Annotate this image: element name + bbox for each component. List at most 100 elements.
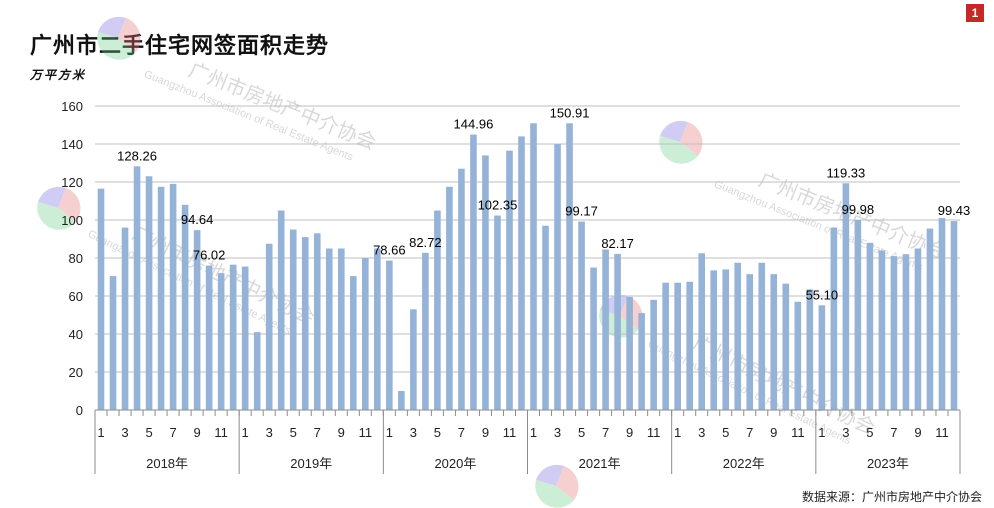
bar xyxy=(866,242,874,410)
x-year-label: 2021年 xyxy=(579,456,621,471)
x-month-label: 11 xyxy=(647,425,661,440)
data-label: 78.66 xyxy=(373,243,406,258)
x-month-label: 1 xyxy=(386,425,393,440)
data-label: 99.17 xyxy=(565,204,598,219)
data-label: 99.43 xyxy=(938,203,971,218)
bar xyxy=(145,176,153,410)
x-month-label: 9 xyxy=(338,425,345,440)
x-month-label: 9 xyxy=(194,425,201,440)
x-month-label: 1 xyxy=(97,425,104,440)
bar xyxy=(193,230,201,410)
bar xyxy=(566,123,573,411)
y-tick-label: 0 xyxy=(76,403,83,418)
bar xyxy=(205,265,213,410)
bar xyxy=(386,260,393,410)
x-month-label: 1 xyxy=(818,425,825,440)
bar xyxy=(506,150,513,410)
bar xyxy=(241,266,249,410)
bar xyxy=(614,253,621,410)
chart-title: 广州市二手住宅网签面积走势 xyxy=(30,34,330,59)
gridlines xyxy=(95,105,960,411)
bar xyxy=(530,123,537,411)
x-month-label: 7 xyxy=(169,425,176,440)
x-month-label: 5 xyxy=(434,425,441,440)
data-label: 119.33 xyxy=(826,165,865,180)
x-month-label: 7 xyxy=(746,425,753,440)
x-month-label: 7 xyxy=(890,425,897,440)
bar xyxy=(181,204,189,410)
data-label: 55.10 xyxy=(806,287,839,302)
bar xyxy=(422,252,429,410)
bar xyxy=(578,221,585,410)
x-month-label: 9 xyxy=(626,425,633,440)
bar xyxy=(434,210,441,410)
x-month-label: 11 xyxy=(359,425,373,440)
x-month-label: 1 xyxy=(242,425,249,440)
bar xyxy=(914,248,922,410)
bar xyxy=(229,264,237,410)
y-tick-label: 80 xyxy=(69,251,83,266)
watermark-logo-icon xyxy=(535,464,579,508)
bar xyxy=(554,144,561,410)
bar xyxy=(458,168,465,410)
bar xyxy=(602,249,609,410)
watermark-logo-icon xyxy=(97,16,141,60)
bar xyxy=(518,136,525,410)
y-tick-label: 60 xyxy=(69,289,83,304)
bar xyxy=(337,248,345,410)
data-label: 82.17 xyxy=(601,236,634,251)
data-label: 76.02 xyxy=(193,248,226,263)
bar xyxy=(325,248,333,410)
bar xyxy=(842,183,850,410)
x-month-label: 11 xyxy=(214,425,228,440)
bar xyxy=(470,134,477,411)
x-month-label: 9 xyxy=(770,425,777,440)
bar xyxy=(722,269,730,410)
bar xyxy=(590,267,597,410)
bar xyxy=(890,256,898,410)
x-month-label: 3 xyxy=(410,425,417,440)
bar xyxy=(674,282,681,410)
x-year-label: 2022年 xyxy=(723,456,765,471)
x-month-label: 9 xyxy=(914,425,921,440)
x-month-label: 3 xyxy=(554,425,561,440)
bar xyxy=(301,237,309,410)
bar xyxy=(265,243,273,410)
bar xyxy=(626,296,633,410)
bar xyxy=(770,274,778,410)
bar xyxy=(289,229,297,410)
bar xyxy=(938,218,946,410)
x-month-label: 5 xyxy=(578,425,585,440)
bar xyxy=(349,276,357,410)
bar xyxy=(217,273,225,410)
bar xyxy=(806,289,814,410)
bar xyxy=(277,210,285,410)
bar xyxy=(662,282,669,410)
x-year-label: 2018年 xyxy=(146,456,188,471)
x-month-label: 3 xyxy=(266,425,273,440)
x-year-label: 2023年 xyxy=(867,456,909,471)
bar xyxy=(698,253,706,410)
data-label: 94.64 xyxy=(181,212,214,227)
x-month-label: 11 xyxy=(503,425,517,440)
bar xyxy=(902,254,910,410)
bar xyxy=(710,270,718,410)
x-month-label: 1 xyxy=(674,425,681,440)
y-tick-label: 40 xyxy=(69,327,83,342)
y-tick-label: 20 xyxy=(69,365,83,380)
data-label: 144.96 xyxy=(454,117,494,132)
bar xyxy=(410,309,417,410)
y-tick-label: 100 xyxy=(61,213,83,228)
bar xyxy=(758,262,766,410)
bar xyxy=(830,227,838,410)
data-source-note: 数据来源：广州市房地产中介协会 xyxy=(801,490,982,504)
y-tick-label: 160 xyxy=(61,99,83,114)
bar xyxy=(374,248,381,410)
x-month-label: 3 xyxy=(842,425,849,440)
bar xyxy=(97,188,105,410)
bar xyxy=(686,281,693,410)
x-month-label: 7 xyxy=(314,425,321,440)
watermark-logo-icon xyxy=(37,186,81,230)
